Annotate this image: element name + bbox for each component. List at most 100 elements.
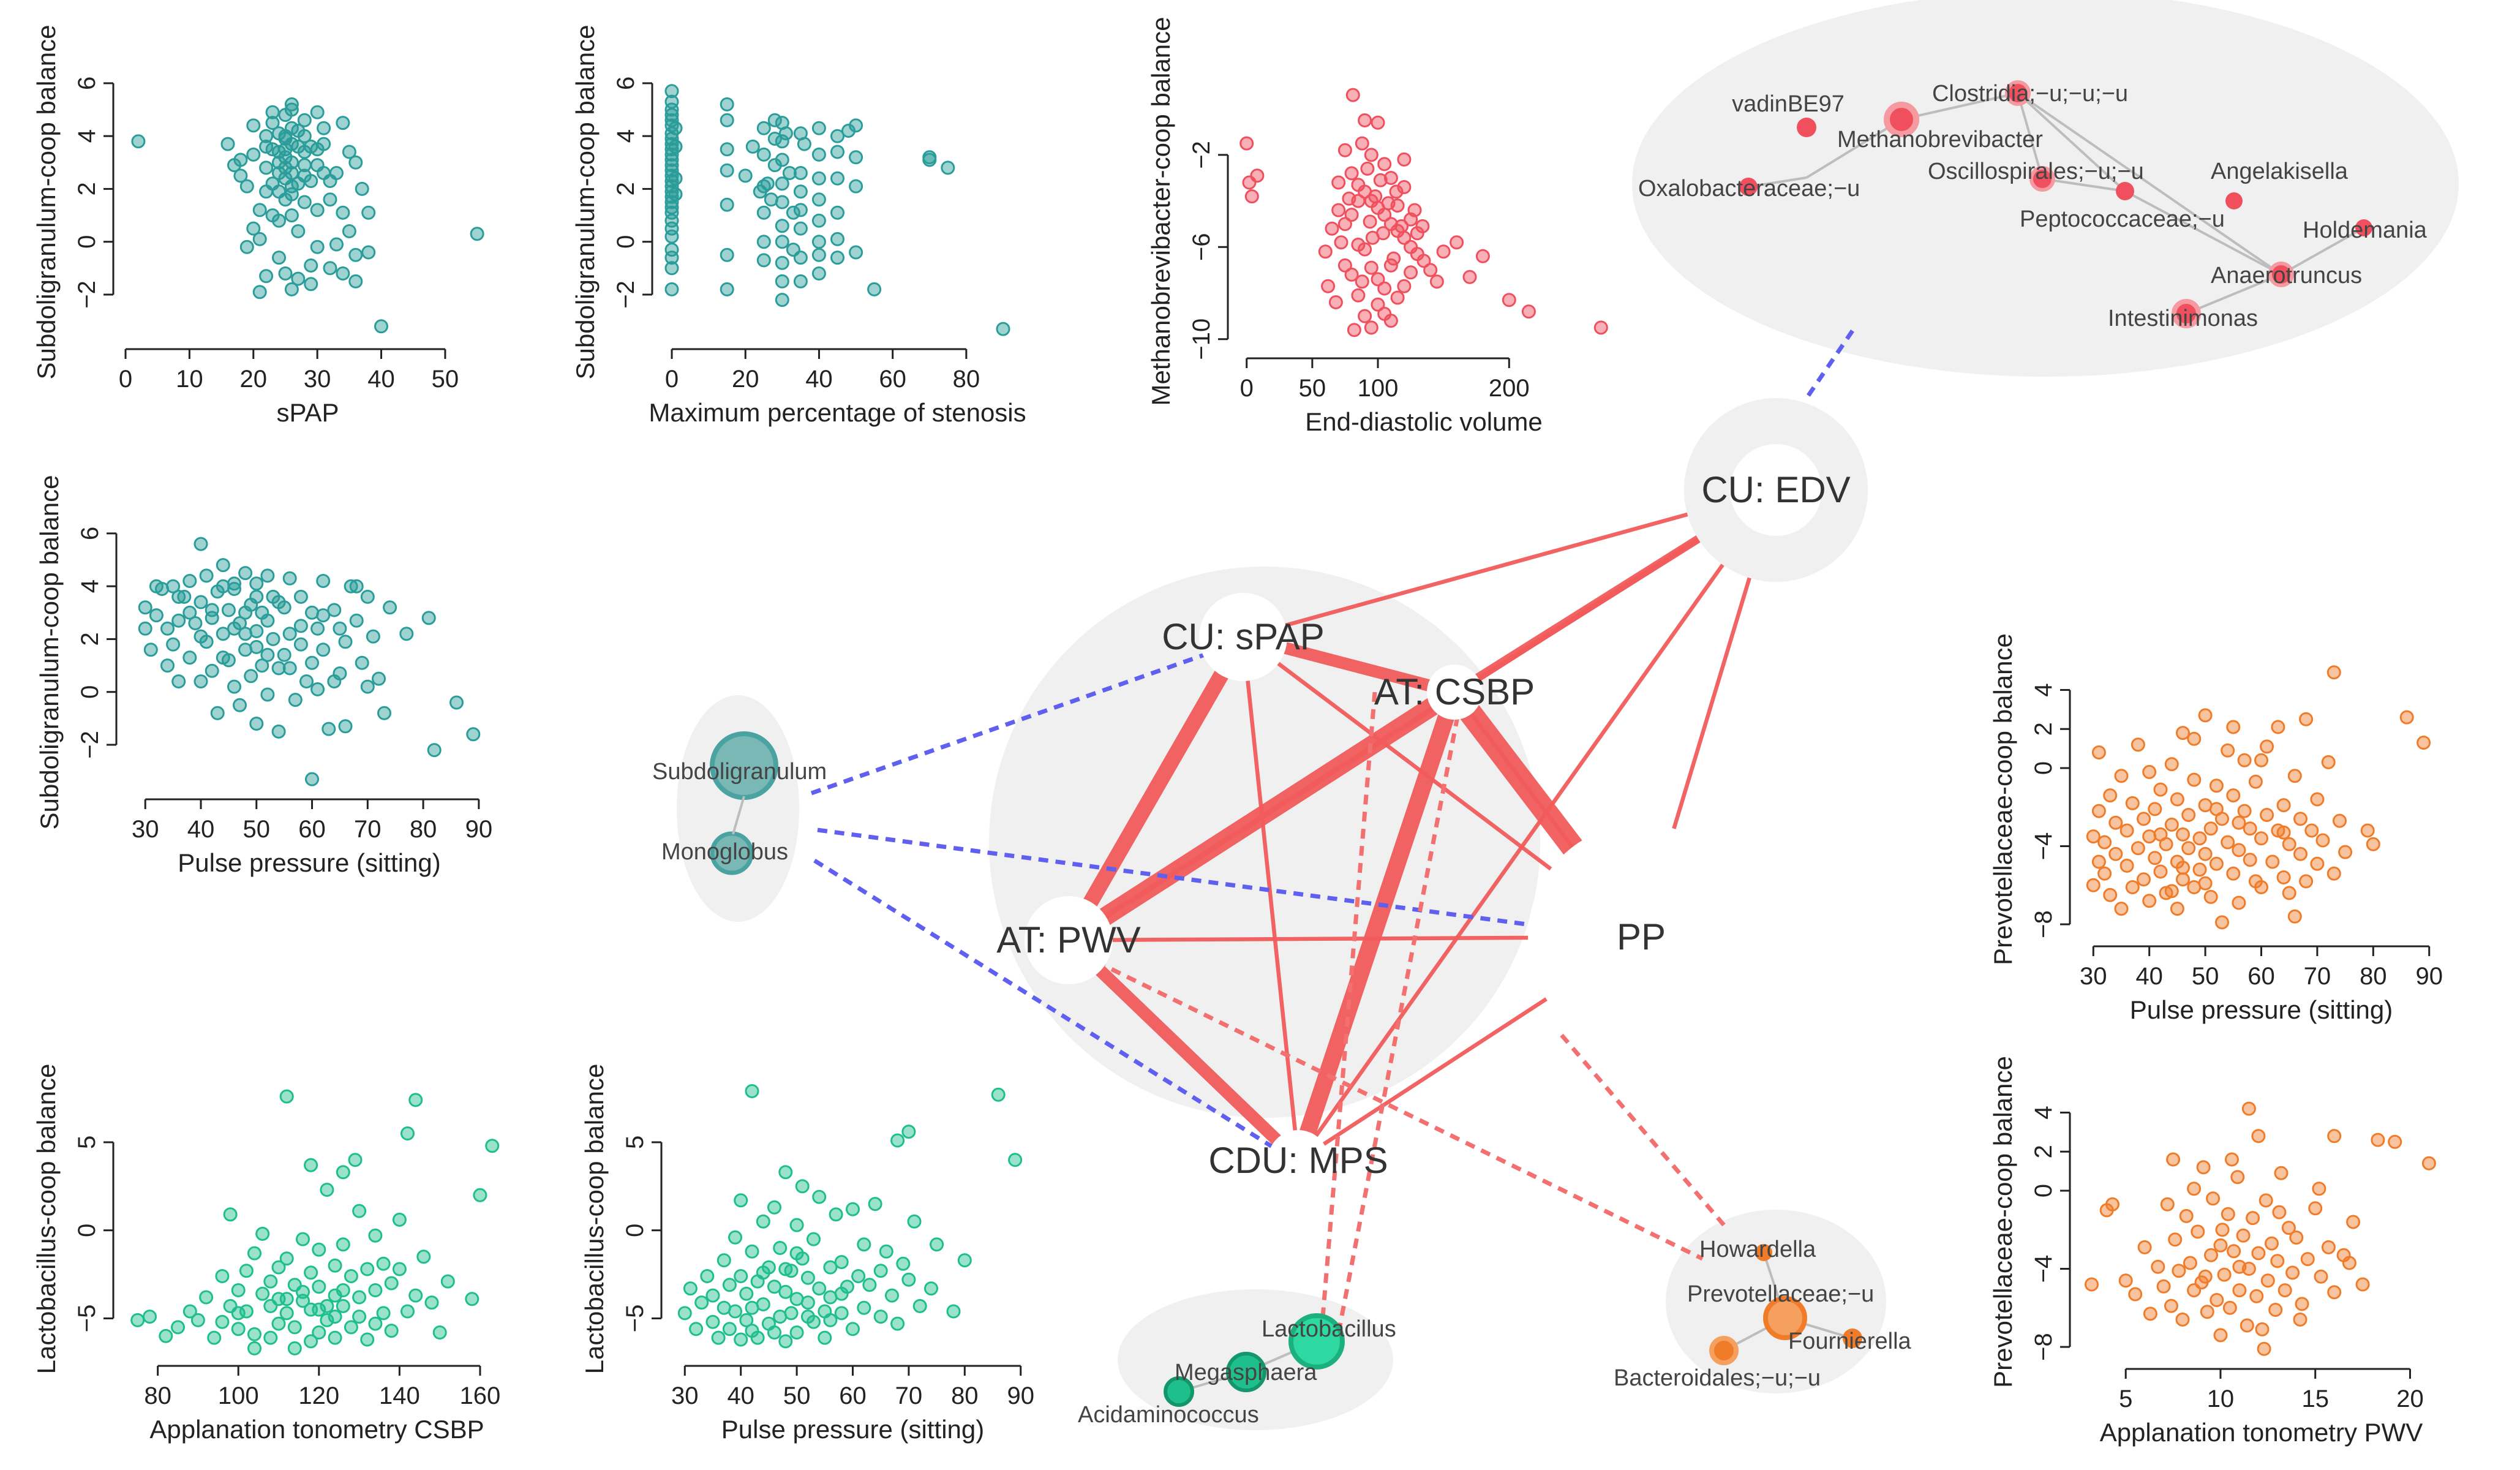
p1-x-tick-label: 20 xyxy=(240,366,268,393)
p8-x-tick-label: 40 xyxy=(727,1382,754,1409)
p5-point xyxy=(2103,888,2118,902)
p3-x-tick-label: 0 xyxy=(1240,375,1254,402)
p5-point xyxy=(2198,846,2213,861)
p4-point xyxy=(316,574,331,588)
p7-point xyxy=(304,1265,318,1280)
p5-point xyxy=(2276,825,2291,840)
p8-point xyxy=(728,1230,742,1245)
p2-y-tick-label: 0 xyxy=(612,235,639,249)
p5-point xyxy=(2226,720,2241,734)
p5-point xyxy=(2153,782,2168,797)
p7-point xyxy=(287,1320,302,1335)
p4-point xyxy=(238,566,253,581)
p4-point xyxy=(377,706,391,720)
p7-point xyxy=(376,1306,391,1321)
p2-point xyxy=(830,171,844,186)
p5-point xyxy=(2142,764,2157,779)
p2-point xyxy=(867,282,882,296)
taxon-oscillospirales-node xyxy=(2029,166,2055,192)
p5-point xyxy=(2310,856,2325,871)
p4-point xyxy=(171,613,186,628)
p7-point xyxy=(239,1264,254,1278)
p1-point xyxy=(239,179,254,194)
p3-point xyxy=(1344,267,1359,282)
p4-point xyxy=(260,568,275,583)
p5-point xyxy=(2119,823,2134,838)
p8-point xyxy=(734,1193,748,1208)
p2-point xyxy=(720,282,734,296)
p4-point xyxy=(221,603,236,617)
p1-point xyxy=(239,239,254,254)
p8-point xyxy=(745,1084,759,1098)
p4-point xyxy=(194,674,208,688)
p5-point xyxy=(2226,866,2241,881)
p4-point xyxy=(310,621,325,636)
p7-point xyxy=(279,1292,294,1306)
p4-point xyxy=(372,671,386,686)
p2-point xyxy=(793,221,808,236)
p3-point xyxy=(1371,115,1385,130)
taxon-bacteroidales-node xyxy=(1709,1336,1739,1365)
p3-point xyxy=(1376,226,1391,241)
p4-point xyxy=(171,674,186,688)
p6-point xyxy=(2151,1259,2165,1274)
p2-point xyxy=(775,255,789,270)
p5-point xyxy=(2142,894,2157,908)
taxon-methanobrevibacter-node xyxy=(1884,102,1919,137)
p6-point xyxy=(2240,1318,2254,1333)
p5-point xyxy=(2108,815,2123,830)
p5-y-tick-label: 4 xyxy=(2030,683,2057,696)
p5-point xyxy=(2192,831,2207,846)
p4-point xyxy=(305,605,319,620)
p1-point xyxy=(323,261,337,276)
p3-point xyxy=(1331,175,1346,190)
p7-x-tick-label: 100 xyxy=(218,1382,259,1409)
p4-point xyxy=(288,693,303,707)
p3-point xyxy=(1368,189,1383,204)
p2-point xyxy=(756,235,771,249)
p7-point xyxy=(159,1329,173,1343)
p4-point xyxy=(227,576,241,591)
p5-point xyxy=(2321,755,2336,769)
p8-point xyxy=(851,1269,866,1283)
p3-point xyxy=(1337,217,1352,232)
p5-point xyxy=(2187,772,2202,787)
p5-point xyxy=(2103,788,2118,803)
p7-point xyxy=(255,1226,270,1241)
p6-point xyxy=(2210,1293,2224,1307)
p4-x-tick-label: 50 xyxy=(243,816,271,843)
p7-point xyxy=(312,1280,326,1294)
p6-point xyxy=(2241,1101,2256,1116)
p7-point xyxy=(336,1283,350,1297)
p7-point xyxy=(215,1314,230,1329)
p3-point xyxy=(1371,272,1385,287)
p6-point xyxy=(2277,1283,2292,1298)
p8-point xyxy=(823,1313,838,1327)
p4-point xyxy=(305,655,319,670)
p2-point xyxy=(720,197,734,212)
p7-point xyxy=(360,1332,375,1347)
scatter-panels: 0 10 20 30 40 50−20246sPAPSubdoligranulum-coo… xyxy=(32,17,2443,1447)
p2-point xyxy=(668,121,683,135)
taxon-peptococcaceae-node xyxy=(2116,182,2134,200)
p1-y-axis-label: Subdoligranulum-coop balance xyxy=(32,24,61,379)
p5-point xyxy=(2181,841,2196,856)
p4-point xyxy=(399,627,414,641)
p4-point xyxy=(299,674,314,688)
p1-point xyxy=(297,113,312,127)
p3-point xyxy=(1475,249,1490,263)
p4-point xyxy=(360,679,375,694)
p1-point xyxy=(348,274,363,288)
p6-point xyxy=(2164,1298,2178,1313)
scatter-panel-p6: 5 10 15 20 −8 −4 0 2 4 Applanation tonometry PWV P… xyxy=(1988,1056,2436,1447)
p7-x-tick-label: 140 xyxy=(379,1382,420,1409)
taxon-intestinimonas-node xyxy=(2172,299,2201,328)
p3-point xyxy=(1390,290,1405,305)
p5-point xyxy=(2142,829,2157,844)
p8-point xyxy=(879,1244,893,1259)
p1-point xyxy=(323,192,337,207)
p4-point xyxy=(449,695,464,710)
p5-point xyxy=(2221,835,2235,850)
p2-point xyxy=(793,274,808,288)
p4-point xyxy=(282,627,297,641)
